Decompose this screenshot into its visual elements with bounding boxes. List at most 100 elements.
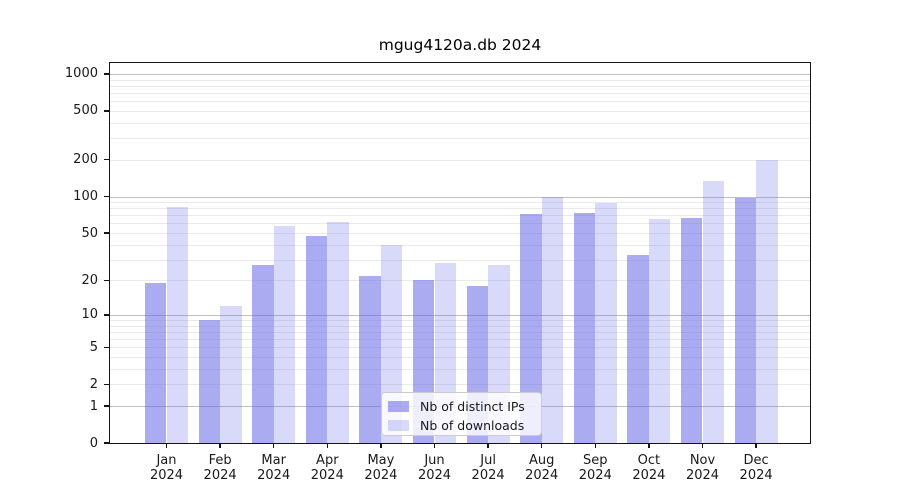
y-tick-label: 5 bbox=[89, 339, 98, 355]
bar-nb-of-distinct-ips-may-2024 bbox=[359, 275, 381, 443]
x-tick-label-apr: Apr 2024 bbox=[310, 453, 344, 483]
y-tick-label: 0 bbox=[89, 435, 98, 451]
x-tick-mark bbox=[380, 443, 382, 448]
bar-nb-of-distinct-ips-dec-2024 bbox=[734, 198, 757, 443]
bar-nb-of-downloads-nov-2024 bbox=[702, 181, 725, 443]
bar-nb-of-distinct-ips-oct-2024 bbox=[627, 254, 649, 443]
gridline-minor bbox=[110, 233, 810, 234]
bar-nb-of-distinct-ips-feb-2024 bbox=[198, 320, 221, 443]
legend-swatch-downloads-icon bbox=[388, 419, 409, 431]
y-tick-mark bbox=[104, 346, 110, 348]
y-tick-label: 10 bbox=[81, 307, 98, 323]
x-tick-label-oct: Oct 2024 bbox=[632, 453, 666, 483]
chart-title: mgug4120a.db 2024 bbox=[378, 36, 542, 54]
x-tick-label-jun: Jun 2024 bbox=[417, 453, 452, 483]
y-tick-label: 1 bbox=[89, 398, 98, 414]
gridline-major bbox=[110, 73, 810, 75]
x-tick-mark bbox=[648, 443, 650, 448]
bar-nb-of-distinct-ips-sep-2024 bbox=[573, 213, 596, 443]
bars-layer bbox=[110, 63, 810, 443]
x-tick-mark bbox=[165, 443, 168, 448]
x-tick-mark bbox=[701, 443, 704, 448]
y-tick-mark bbox=[104, 73, 110, 75]
x-tick-mark bbox=[594, 443, 596, 448]
y-tick-mark bbox=[104, 314, 110, 316]
gridline-minor bbox=[110, 202, 810, 203]
bar-nb-of-downloads-mar-2024 bbox=[273, 226, 296, 443]
gridline-minor bbox=[110, 280, 810, 282]
gridline-minor bbox=[110, 215, 810, 217]
bar-nb-of-downloads-aug-2024 bbox=[541, 196, 564, 443]
y-tick-label: 1000 bbox=[64, 66, 98, 82]
gridline-minor bbox=[110, 384, 810, 386]
y-tick-mark bbox=[104, 442, 110, 444]
bar-nb-of-downloads-feb-2024 bbox=[220, 306, 242, 443]
gridline-minor bbox=[110, 138, 810, 140]
gridline-minor bbox=[110, 85, 810, 87]
x-tick-mark bbox=[433, 443, 436, 448]
legend-item-downloads: Nb of downloads bbox=[388, 416, 541, 434]
gridlines-layer bbox=[110, 63, 810, 443]
x-tick-label-nov: Nov 2024 bbox=[685, 453, 720, 483]
gridline-minor bbox=[110, 223, 810, 225]
x-tick-label-aug: Aug 2024 bbox=[525, 453, 559, 483]
gridline-minor bbox=[110, 325, 810, 327]
legend: Nb of distinct IPs Nb of downloads bbox=[381, 392, 542, 436]
x-tick-mark bbox=[273, 443, 275, 448]
x-tick-mark bbox=[755, 443, 757, 448]
y-tick-mark bbox=[104, 195, 110, 198]
gridline-minor bbox=[110, 320, 810, 321]
gridline-minor bbox=[110, 339, 810, 341]
bar-nb-of-distinct-ips-nov-2024 bbox=[680, 218, 703, 443]
gridline-minor bbox=[110, 159, 810, 161]
bar-nb-of-distinct-ips-aug-2024 bbox=[520, 213, 542, 443]
gridline-major bbox=[110, 314, 810, 316]
gridline-minor bbox=[110, 368, 810, 370]
bar-nb-of-distinct-ips-jan-2024 bbox=[144, 283, 167, 443]
gridline-minor bbox=[110, 331, 810, 333]
x-tick-label-feb: Feb 2024 bbox=[203, 453, 237, 483]
x-tick-label-dec: Dec 2024 bbox=[739, 453, 773, 483]
x-tick-label-mar: Mar 2024 bbox=[257, 453, 291, 483]
gridline-major bbox=[110, 196, 810, 198]
y-tick-mark bbox=[104, 279, 110, 282]
bar-nb-of-downloads-oct-2024 bbox=[648, 219, 671, 443]
x-tick-label-jan: Jan 2024 bbox=[149, 453, 184, 483]
bar-nb-of-downloads-apr-2024 bbox=[327, 221, 349, 443]
gridline-minor bbox=[110, 101, 810, 103]
y-tick-mark bbox=[104, 405, 110, 407]
y-tick-mark bbox=[104, 159, 110, 161]
y-tick-label: 200 bbox=[73, 152, 98, 168]
y-tick-label: 500 bbox=[73, 103, 98, 119]
x-tick-label-jul: Jul 2024 bbox=[471, 453, 505, 483]
plot-area bbox=[109, 62, 811, 444]
bar-nb-of-downloads-jan-2024 bbox=[166, 207, 189, 443]
bar-nb-of-distinct-ips-apr-2024 bbox=[305, 236, 328, 443]
x-tick-mark bbox=[541, 443, 543, 448]
gridline-minor bbox=[110, 93, 810, 94]
bar-nb-of-distinct-ips-mar-2024 bbox=[252, 265, 274, 443]
bar-nb-of-downloads-dec-2024 bbox=[756, 159, 778, 443]
gridline-minor bbox=[110, 110, 810, 112]
gridline-minor bbox=[110, 79, 810, 81]
gridline-minor bbox=[110, 259, 810, 261]
legend-label-distinct-ips: Nb of distinct IPs bbox=[420, 398, 525, 414]
y-tick-mark bbox=[104, 110, 110, 112]
x-tick-label-may: May 2024 bbox=[364, 453, 398, 483]
x-tick-mark bbox=[219, 443, 221, 448]
x-tick-mark bbox=[487, 443, 489, 448]
x-tick-mark bbox=[326, 443, 328, 448]
gridline-minor bbox=[110, 208, 810, 210]
x-tick-label-sep: Sep 2024 bbox=[578, 453, 612, 483]
gridline-minor bbox=[110, 347, 810, 349]
gridline-minor bbox=[110, 244, 810, 246]
y-tick-mark bbox=[104, 232, 110, 234]
gridline-minor bbox=[110, 122, 810, 124]
bar-nb-of-downloads-sep-2024 bbox=[595, 203, 617, 443]
legend-item-distinct-ips: Nb of distinct IPs bbox=[388, 397, 541, 415]
legend-label-downloads: Nb of downloads bbox=[420, 417, 525, 433]
legend-swatch-distinct-ips-icon bbox=[388, 400, 409, 412]
y-tick-mark bbox=[104, 383, 110, 385]
y-tick-label: 50 bbox=[81, 225, 98, 241]
